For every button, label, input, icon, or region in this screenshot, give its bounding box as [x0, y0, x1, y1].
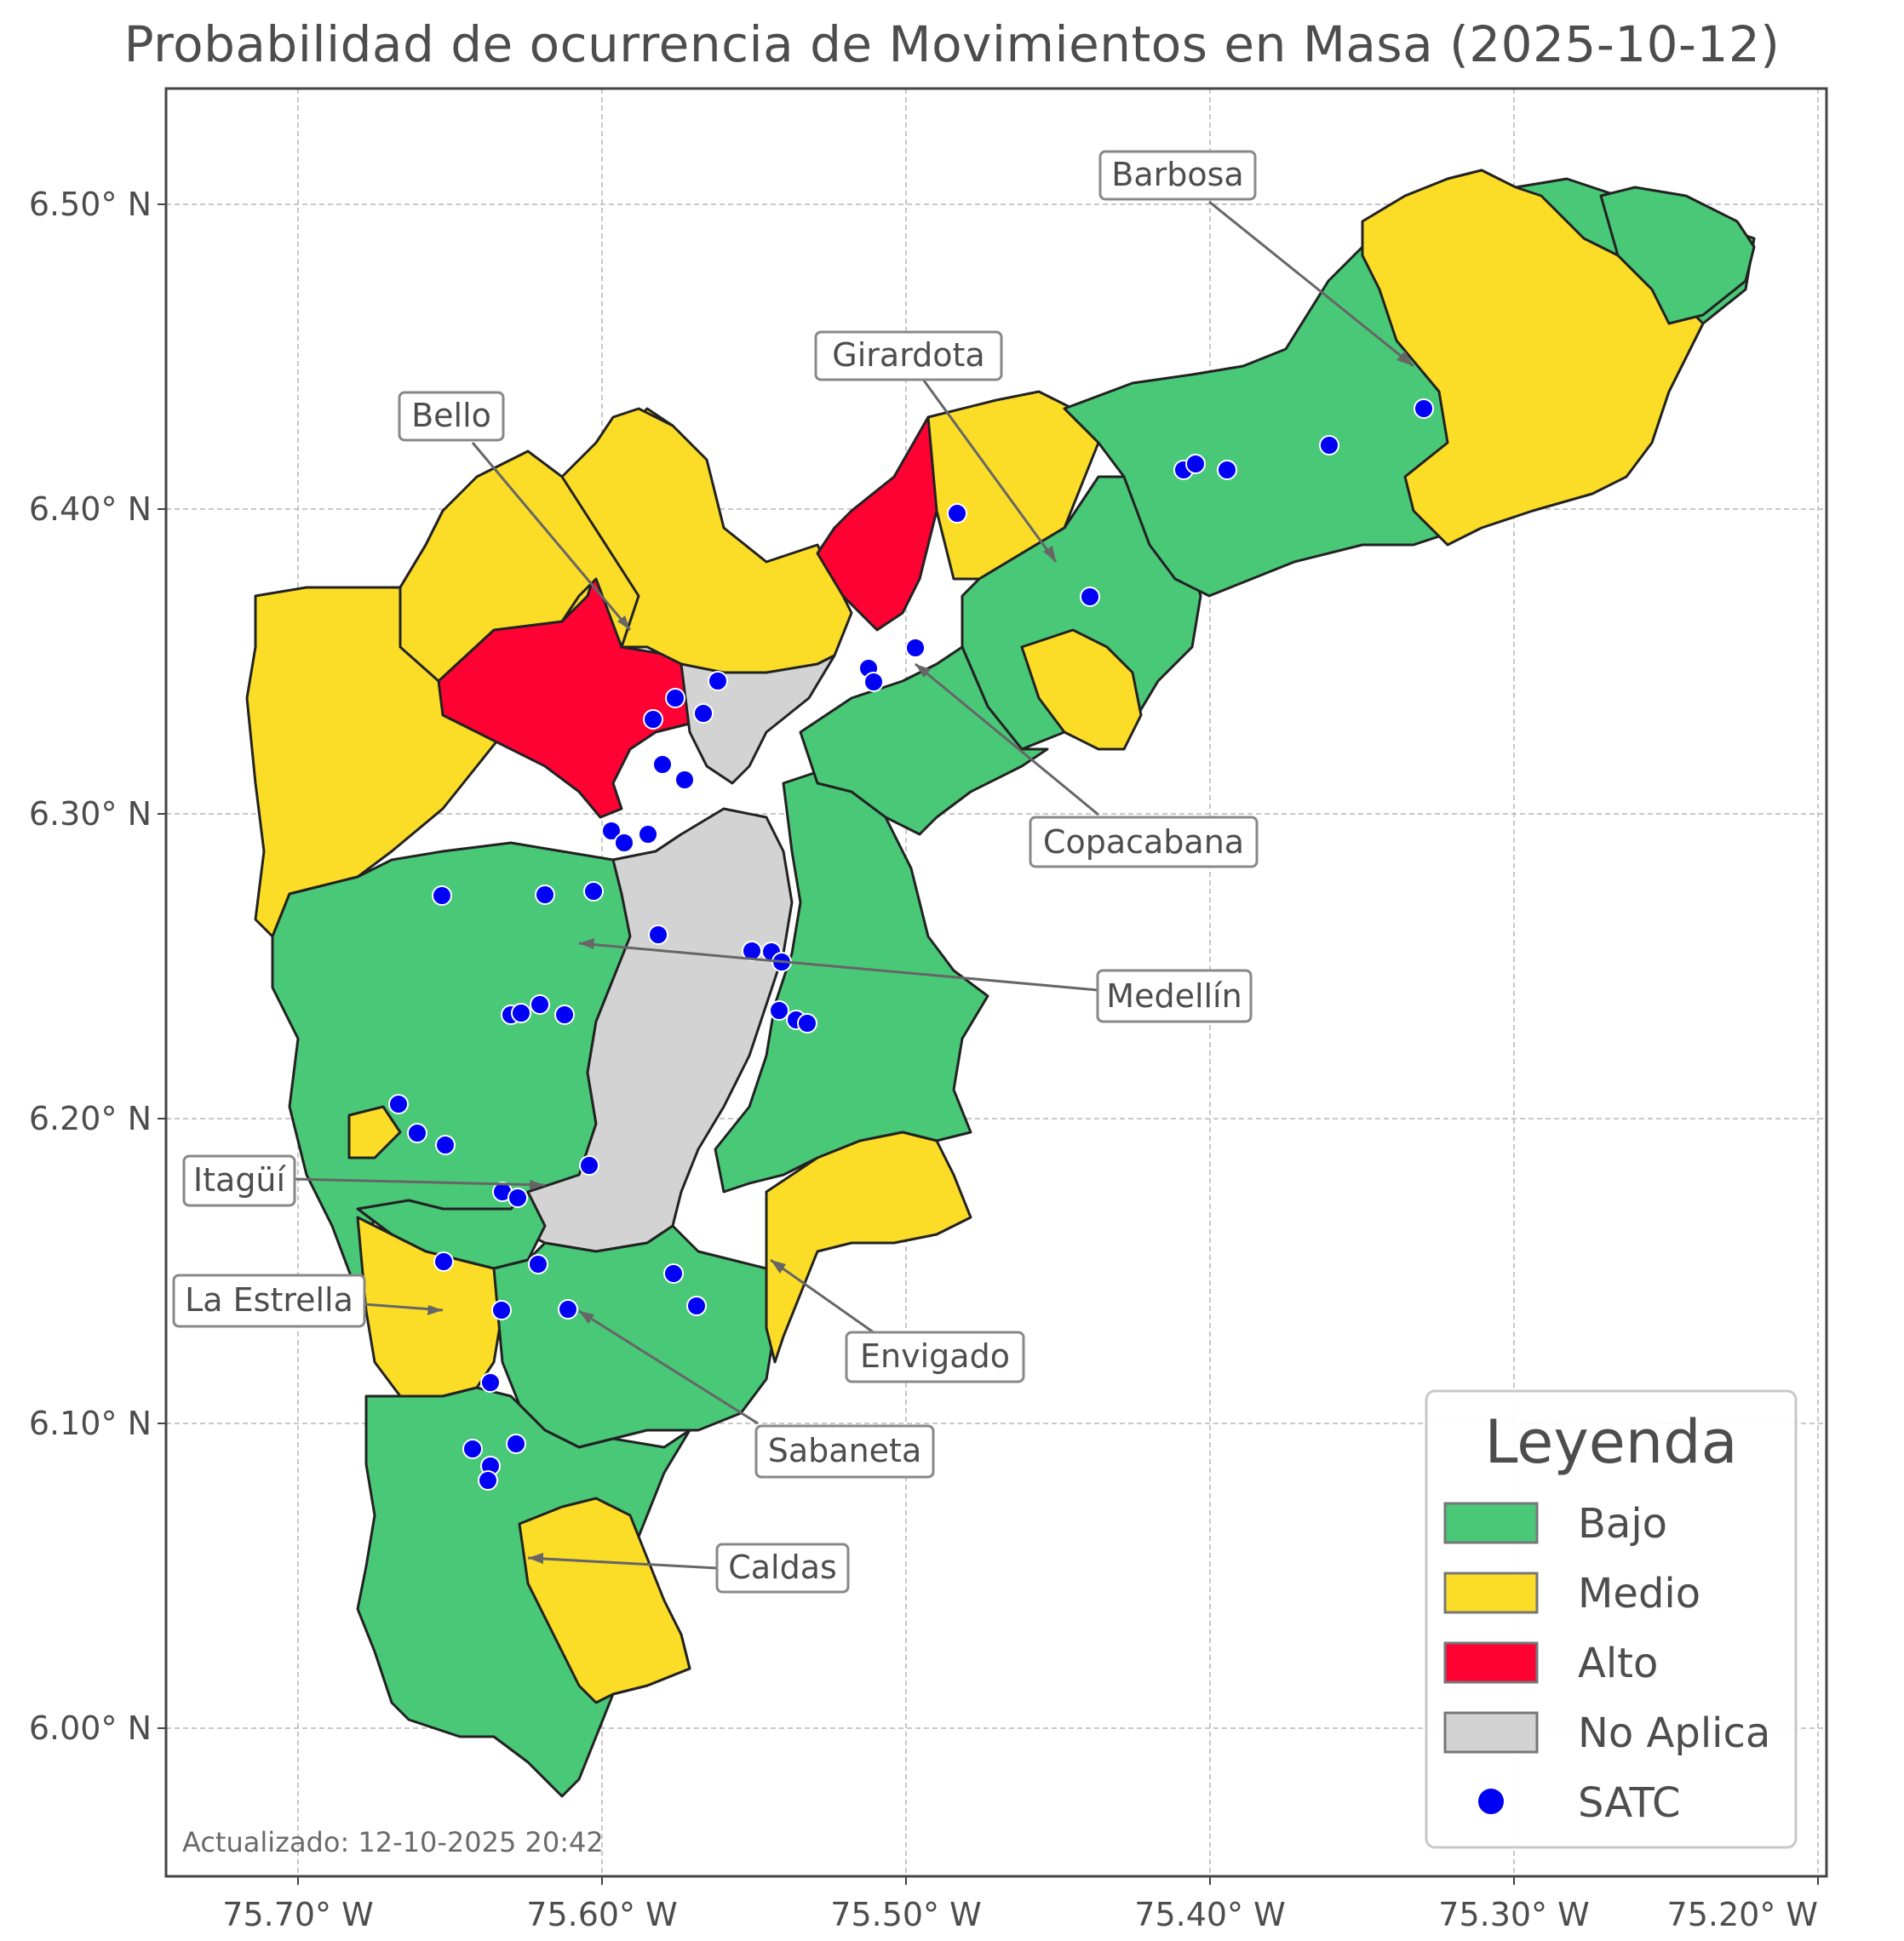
callout-bello: Bello: [411, 397, 491, 434]
x-tick-labels: 75.70° W 75.60° W 75.50° W 75.40° W 75.3…: [222, 1896, 1818, 1933]
legend-label: Medio: [1578, 1570, 1700, 1618]
zone-copacabana-bajo: [799, 645, 1049, 836]
zone-alto-north: [816, 415, 947, 632]
legend-swatch-bajo: [1443, 1502, 1539, 1544]
x-tick-label: 75.70° W: [222, 1896, 373, 1933]
zone-envigado-medio: [765, 1131, 972, 1364]
municipality-polygons: [245, 169, 1756, 1798]
y-tick-label: 6.20° N: [29, 1100, 152, 1137]
zone-bello-alto: [437, 569, 700, 819]
y-tick-label: 6.50° N: [29, 186, 152, 223]
municipality-callouts: Barbosa Girardota Bello Copacabana Medel…: [172, 150, 1414, 1594]
legend-label: SATC: [1578, 1779, 1681, 1827]
legend-label: Alto: [1578, 1640, 1658, 1687]
y-tick-label: 6.30° N: [29, 795, 152, 833]
y-tick-label: 6.40° N: [29, 490, 152, 528]
zone-barbosa-medio: [1361, 169, 1705, 547]
plot-frame: [164, 87, 1828, 1878]
y-tick-label: 6.10° N: [29, 1405, 152, 1442]
legend-marker-satc: [1477, 1787, 1505, 1816]
x-tick-label: 75.20° W: [1667, 1896, 1818, 1933]
x-tick-label: 75.40° W: [1134, 1896, 1285, 1933]
updated-timestamp: Actualizado: 12-10-2025 20:42: [182, 1826, 604, 1858]
x-tick-label: 75.50° W: [830, 1896, 981, 1933]
callout-medellin: Medellín: [1106, 977, 1242, 1015]
zone-girardota-medio-s: [1020, 628, 1143, 751]
zone-barbosa-east: [1599, 186, 1756, 325]
map-title: Probabilidad de ocurrencia de Movimiento…: [123, 15, 1781, 73]
zone-caldas-medio: [518, 1497, 691, 1704]
satc-stations: [388, 398, 1434, 1491]
callout-itagui: Itagüí: [193, 1161, 287, 1199]
callout-sabaneta: Sabaneta: [768, 1432, 921, 1469]
legend-label: No Aplica: [1578, 1709, 1770, 1757]
y-tick-labels: 6.50° N 6.40° N 6.30° N 6.20° N 6.10° N …: [29, 186, 152, 1747]
callout-barbosa: Barbosa: [1111, 156, 1243, 193]
callout-girardota: Girardota: [832, 336, 984, 374]
x-tick-label: 75.30° W: [1438, 1896, 1589, 1933]
legend-swatch-alto: [1443, 1641, 1539, 1684]
legend-swatch-no-aplica: [1443, 1711, 1539, 1754]
callout-copacabana: Copacabana: [1043, 823, 1244, 861]
callout-caldas: Caldas: [728, 1549, 837, 1586]
legend-swatch-medio: [1443, 1572, 1539, 1614]
x-tick-label: 75.60° W: [526, 1896, 677, 1933]
legend: Leyenda Bajo Medio Alto No Aplica SATC: [1425, 1389, 1798, 1849]
legend-title: Leyenda: [1484, 1407, 1737, 1477]
tick-marks: [158, 203, 1819, 1885]
y-tick-label: 6.00° N: [29, 1709, 152, 1747]
zone-itagui-medio-left: [347, 1105, 402, 1159]
callout-envigado: Envigado: [860, 1337, 1010, 1375]
callout-la-estrella: La Estrella: [185, 1281, 353, 1319]
legend-label: Bajo: [1578, 1500, 1667, 1548]
zone-bello-north-2: [560, 407, 853, 691]
